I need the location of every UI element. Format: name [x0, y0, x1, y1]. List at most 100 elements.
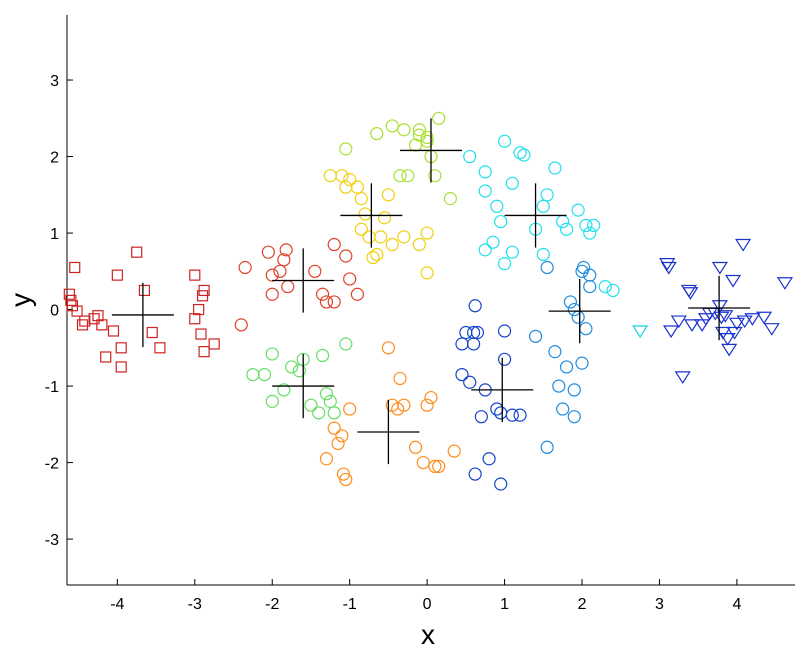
triangle-point — [735, 238, 752, 252]
circle-point — [490, 199, 504, 213]
circle-point — [397, 230, 411, 244]
circle-point — [505, 245, 519, 259]
circle-point — [428, 459, 442, 474]
x-axis-title: x — [421, 619, 435, 650]
square-point — [92, 310, 104, 322]
circle-point — [370, 126, 384, 141]
circle-point — [486, 235, 500, 249]
circle-point — [567, 302, 581, 317]
circle-point — [576, 260, 591, 275]
circle-point — [265, 347, 279, 361]
y-tick-label: 3 — [50, 73, 59, 90]
circle-point — [246, 367, 260, 382]
circle-point — [513, 408, 527, 422]
circle-point — [468, 299, 482, 313]
y-tick-label: 2 — [50, 150, 59, 167]
square-point — [115, 361, 127, 373]
square-point — [198, 346, 210, 358]
circle-point — [339, 472, 353, 487]
circle-point — [331, 436, 345, 451]
circle-point — [513, 146, 527, 160]
triangle-point — [683, 319, 701, 332]
triangle-point — [680, 284, 697, 298]
triangle-point — [670, 315, 687, 329]
circle-point — [420, 130, 434, 145]
x-tick-label: -1 — [343, 596, 357, 613]
circle-point — [327, 421, 341, 435]
circle-point — [494, 214, 508, 229]
circle-point — [556, 402, 570, 416]
y-tick-label: 0 — [50, 303, 59, 320]
circle-point — [424, 390, 438, 405]
triangle-point — [632, 325, 649, 339]
triangle-point — [711, 261, 728, 275]
circle-point — [416, 455, 430, 470]
square-point — [208, 338, 220, 350]
circle-point — [265, 287, 279, 301]
circle-point — [279, 243, 293, 257]
circle-point — [327, 237, 341, 252]
square-point — [69, 261, 81, 274]
triangle-point — [662, 325, 680, 339]
square-point — [111, 269, 123, 281]
square-point — [193, 303, 205, 316]
circle-point — [497, 257, 512, 271]
circle-point — [292, 364, 306, 378]
square-point — [88, 313, 100, 325]
circle-point — [354, 222, 368, 236]
axes — [66, 15, 795, 586]
circle-point — [497, 352, 512, 366]
circle-point — [362, 230, 376, 244]
circle-point — [447, 444, 461, 458]
triangle-point — [763, 323, 780, 336]
triangle-point — [755, 311, 773, 325]
circle-point — [420, 134, 434, 148]
circle-point — [257, 367, 272, 382]
circle-point — [339, 249, 353, 263]
square-point — [96, 319, 108, 331]
y-tick-label: -2 — [45, 456, 59, 473]
circle-point — [335, 169, 349, 183]
circle-point — [397, 398, 411, 412]
circle-point — [540, 440, 554, 454]
circle-point — [354, 192, 368, 206]
circle-point — [463, 149, 477, 164]
circle-point — [304, 398, 318, 412]
circle-point — [463, 375, 477, 389]
circle-point — [273, 264, 287, 278]
circle-point — [385, 119, 399, 133]
square-point — [189, 269, 201, 281]
square-point — [107, 325, 120, 337]
circle-point — [265, 268, 279, 282]
triangle-point — [717, 310, 734, 323]
circle-point — [397, 123, 411, 137]
circle-point — [261, 245, 275, 259]
triangle-point — [719, 333, 736, 346]
circle-point — [420, 226, 434, 240]
circle-point — [312, 406, 326, 420]
circle-point — [571, 203, 585, 217]
circle-point — [327, 406, 341, 420]
circle-point — [559, 222, 574, 236]
triangle-point — [726, 326, 743, 340]
circle-point — [358, 207, 372, 221]
triangle-point — [674, 371, 691, 385]
circle-point — [474, 410, 488, 424]
square-point — [198, 284, 210, 297]
circle-point — [536, 247, 550, 262]
circle-point — [556, 214, 570, 229]
triangle-point — [711, 300, 728, 313]
y-axis-title: y — [5, 293, 36, 307]
circle-point — [234, 318, 248, 332]
circle-point — [323, 394, 337, 408]
square-point — [71, 305, 83, 317]
circle-point — [370, 247, 384, 262]
circle-point — [536, 199, 550, 213]
triangle-point — [744, 313, 761, 326]
circle-point — [432, 111, 446, 125]
circle-point — [315, 348, 330, 363]
circle-point — [428, 169, 442, 183]
circle-point — [505, 408, 519, 422]
circle-point — [552, 379, 566, 393]
